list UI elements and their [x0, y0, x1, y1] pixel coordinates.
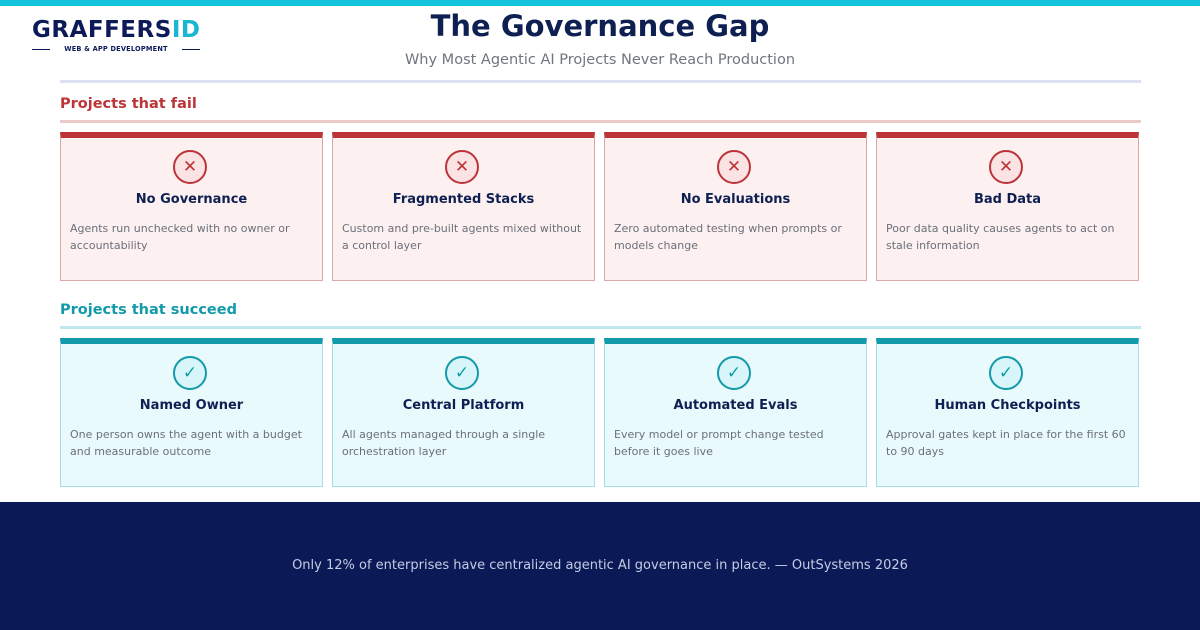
footer-statistic: Only 12% of enterprises have centralized… — [292, 558, 908, 573]
card-description: Zero automated testing when prompts or m… — [614, 222, 842, 252]
card-title: Bad Data — [973, 192, 1042, 207]
fail-card-bad-data: ✕ Bad Data Poor data quality causes agen… — [876, 132, 1139, 281]
logo-wordmark: GRAFFERSID — [32, 17, 201, 43]
card-description: Approval gates kept in place for the fir… — [886, 428, 1126, 458]
success-section-divider — [60, 326, 1141, 329]
card-title: No Governance — [135, 192, 248, 207]
graffersid-logo[interactable]: GRAFFERSID WEB & APP DEVELOPMENT — [32, 16, 202, 58]
success-card-central-platform: ✓ Central Platform All agents managed th… — [332, 338, 595, 487]
x-circle-icon: ✕ — [173, 150, 207, 184]
card-title: Central Platform — [402, 398, 525, 413]
check-circle-icon: ✓ — [173, 356, 207, 390]
header-divider — [60, 80, 1141, 83]
card-title: Human Checkpoints — [934, 398, 1081, 413]
x-circle-icon: ✕ — [989, 150, 1023, 184]
success-section-heading: Projects that succeed — [60, 302, 237, 318]
card-description: All agents managed through a single orch… — [342, 428, 546, 458]
card-description: One person owns the agent with a budget … — [70, 428, 302, 458]
card-description: Agents run unchecked with no owner or ac… — [70, 222, 290, 252]
x-circle-icon: ✕ — [445, 150, 479, 184]
card-title: Named Owner — [139, 398, 244, 413]
card-title: Automated Evals — [673, 398, 798, 413]
card-title: Fragmented Stacks — [392, 192, 535, 207]
fail-card-no-governance: ✕ No Governance Agents run unchecked wit… — [60, 132, 323, 281]
card-description: Every model or prompt change tested befo… — [614, 428, 824, 458]
card-title: No Evaluations — [680, 192, 791, 207]
top-accent-bar — [0, 0, 1200, 6]
success-card-human-checkpoints: ✓ Human Checkpoints Approval gates kept … — [876, 338, 1139, 487]
success-card-named-owner: ✓ Named Owner One person owns the agent … — [60, 338, 323, 487]
check-circle-icon: ✓ — [717, 356, 751, 390]
fail-card-no-evaluations: ✕ No Evaluations Zero automated testing … — [604, 132, 867, 281]
fail-card-fragmented-stacks: ✕ Fragmented Stacks Custom and pre-built… — [332, 132, 595, 281]
page-title: The Governance Gap — [430, 9, 770, 43]
fail-section-divider — [60, 120, 1141, 123]
logo-tagline: WEB & APP DEVELOPMENT — [32, 45, 200, 53]
check-circle-icon: ✓ — [989, 356, 1023, 390]
page-subtitle: Why Most Agentic AI Projects Never Reach… — [404, 52, 796, 68]
check-circle-icon: ✓ — [445, 356, 479, 390]
footer-banner: Only 12% of enterprises have centralized… — [0, 502, 1200, 630]
card-description: Custom and pre-built agents mixed withou… — [342, 222, 582, 252]
card-description: Poor data quality causes agents to act o… — [886, 222, 1115, 252]
success-card-automated-evals: ✓ Automated Evals Every model or prompt … — [604, 338, 867, 487]
x-circle-icon: ✕ — [717, 150, 751, 184]
fail-section-heading: Projects that fail — [60, 96, 197, 112]
